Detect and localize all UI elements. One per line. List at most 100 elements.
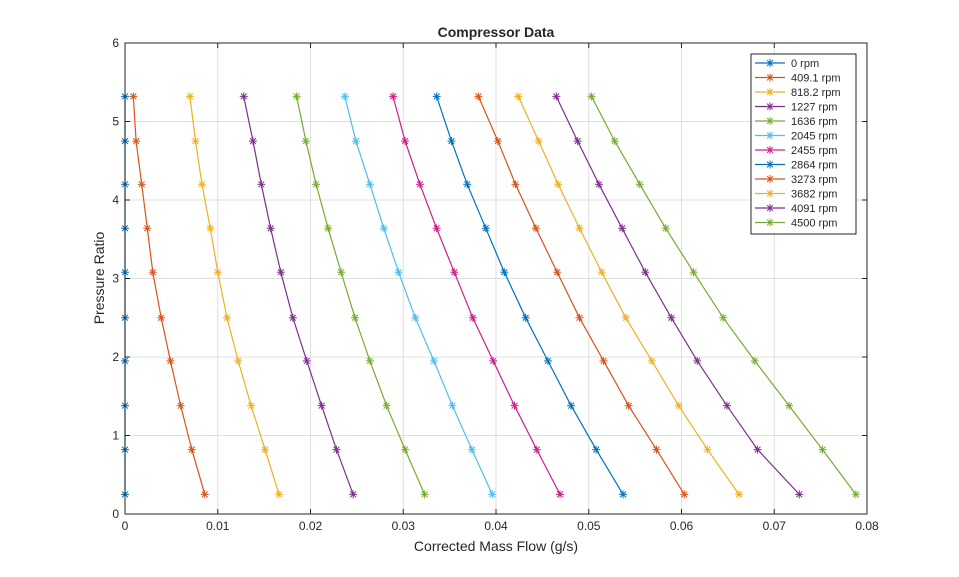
data-point (351, 313, 360, 322)
data-point (818, 445, 827, 454)
data-point (619, 490, 628, 499)
data-point (703, 445, 712, 454)
data-point (766, 160, 774, 169)
data-point (766, 117, 774, 125)
data-point (191, 137, 200, 146)
series-2045-rpm (340, 92, 497, 499)
data-point (261, 445, 270, 454)
data-point (719, 313, 728, 322)
legend-label: 409.1 rpm (791, 73, 841, 85)
data-point (500, 268, 509, 277)
data-point (185, 92, 194, 101)
data-point (575, 313, 584, 322)
data-point (641, 268, 650, 277)
legend-label: 2045 rpm (791, 131, 837, 143)
series-2864-rpm (432, 92, 628, 499)
data-point (401, 137, 410, 146)
data-point (223, 313, 232, 322)
data-point (157, 313, 166, 322)
data-point (575, 224, 584, 233)
data-point (766, 102, 774, 111)
data-point (766, 88, 774, 96)
data-point (510, 401, 519, 410)
legend-item: 3682 rpm (755, 189, 837, 201)
data-point (531, 224, 540, 233)
data-point (674, 401, 683, 410)
legend-item: 409.1 rpm (755, 73, 841, 85)
data-point (467, 445, 476, 454)
legend-item: 1227 rpm (755, 102, 837, 114)
data-point (349, 490, 358, 499)
data-point (753, 445, 762, 454)
data-point (312, 180, 321, 189)
data-point (247, 401, 256, 410)
legend-item: 0 rpm (755, 58, 819, 70)
data-point (552, 92, 561, 101)
data-point (652, 445, 661, 454)
data-point (324, 224, 333, 233)
data-point (722, 401, 731, 410)
legend-label: 1636 rpm (791, 116, 837, 128)
data-point (488, 490, 497, 499)
data-point (750, 356, 759, 365)
data-point (785, 401, 794, 410)
series-409-1-rpm (129, 92, 209, 499)
y-tick-label: 2 (112, 350, 119, 364)
data-point (468, 313, 477, 322)
data-point (587, 92, 596, 101)
chart-title: Compressor Data (438, 24, 555, 40)
legend-label: 3682 rpm (791, 189, 837, 201)
legend-label: 4091 rpm (791, 203, 837, 215)
x-tick-label: 0.03 (392, 519, 416, 533)
data-point (429, 356, 438, 365)
data-point (621, 313, 630, 322)
legend-item: 4500 rpm (755, 218, 837, 230)
series-818-2-rpm (185, 92, 283, 499)
data-point (379, 224, 388, 233)
legend-item: 4091 rpm (755, 203, 837, 215)
data-point (213, 268, 222, 277)
data-point (447, 137, 456, 146)
axis-ticks: 0 0.01 0.02 0.03 0.04 0.05 0.06 0.07 0.08 0 1 2 3 4 5 6 (112, 36, 879, 533)
x-tick-label: 0.05 (577, 519, 601, 533)
data-point (166, 356, 175, 365)
data-point (795, 490, 804, 499)
data-point (493, 137, 502, 146)
data-point (511, 180, 520, 189)
y-tick-label: 1 (112, 429, 119, 443)
data-point (292, 92, 301, 101)
data-point (567, 401, 576, 410)
series-line (555, 96, 800, 495)
series-line (392, 96, 561, 495)
y-tick-label: 6 (112, 36, 119, 50)
series-3273-rpm (474, 92, 689, 499)
data-point (693, 356, 702, 365)
series-4091-rpm (552, 92, 804, 499)
data-point (554, 180, 563, 189)
data-point (206, 224, 215, 233)
data-point (597, 268, 606, 277)
data-point (661, 224, 670, 233)
data-point (132, 137, 141, 146)
data-point (610, 137, 619, 146)
series-4500-rpm (587, 92, 860, 499)
data-point (624, 401, 633, 410)
series-line (590, 96, 857, 495)
legend-item: 818.2 rpm (755, 87, 841, 99)
data-point (534, 137, 543, 146)
x-tick-label: 0.08 (855, 519, 879, 533)
data-point (365, 180, 374, 189)
data-point (340, 92, 349, 101)
x-tick-label: 0.04 (484, 519, 508, 533)
data-point (432, 92, 441, 101)
data-point (200, 490, 209, 499)
series-2455-rpm (389, 92, 564, 499)
data-point (766, 146, 774, 154)
data-point (365, 356, 374, 365)
legend-item: 3273 rpm (755, 174, 837, 186)
y-tick-label: 5 (112, 115, 119, 129)
data-point (257, 180, 266, 189)
data-point (148, 268, 157, 277)
y-axis-label: Pressure Ratio (91, 231, 107, 324)
legend-label: 1227 rpm (791, 102, 837, 114)
